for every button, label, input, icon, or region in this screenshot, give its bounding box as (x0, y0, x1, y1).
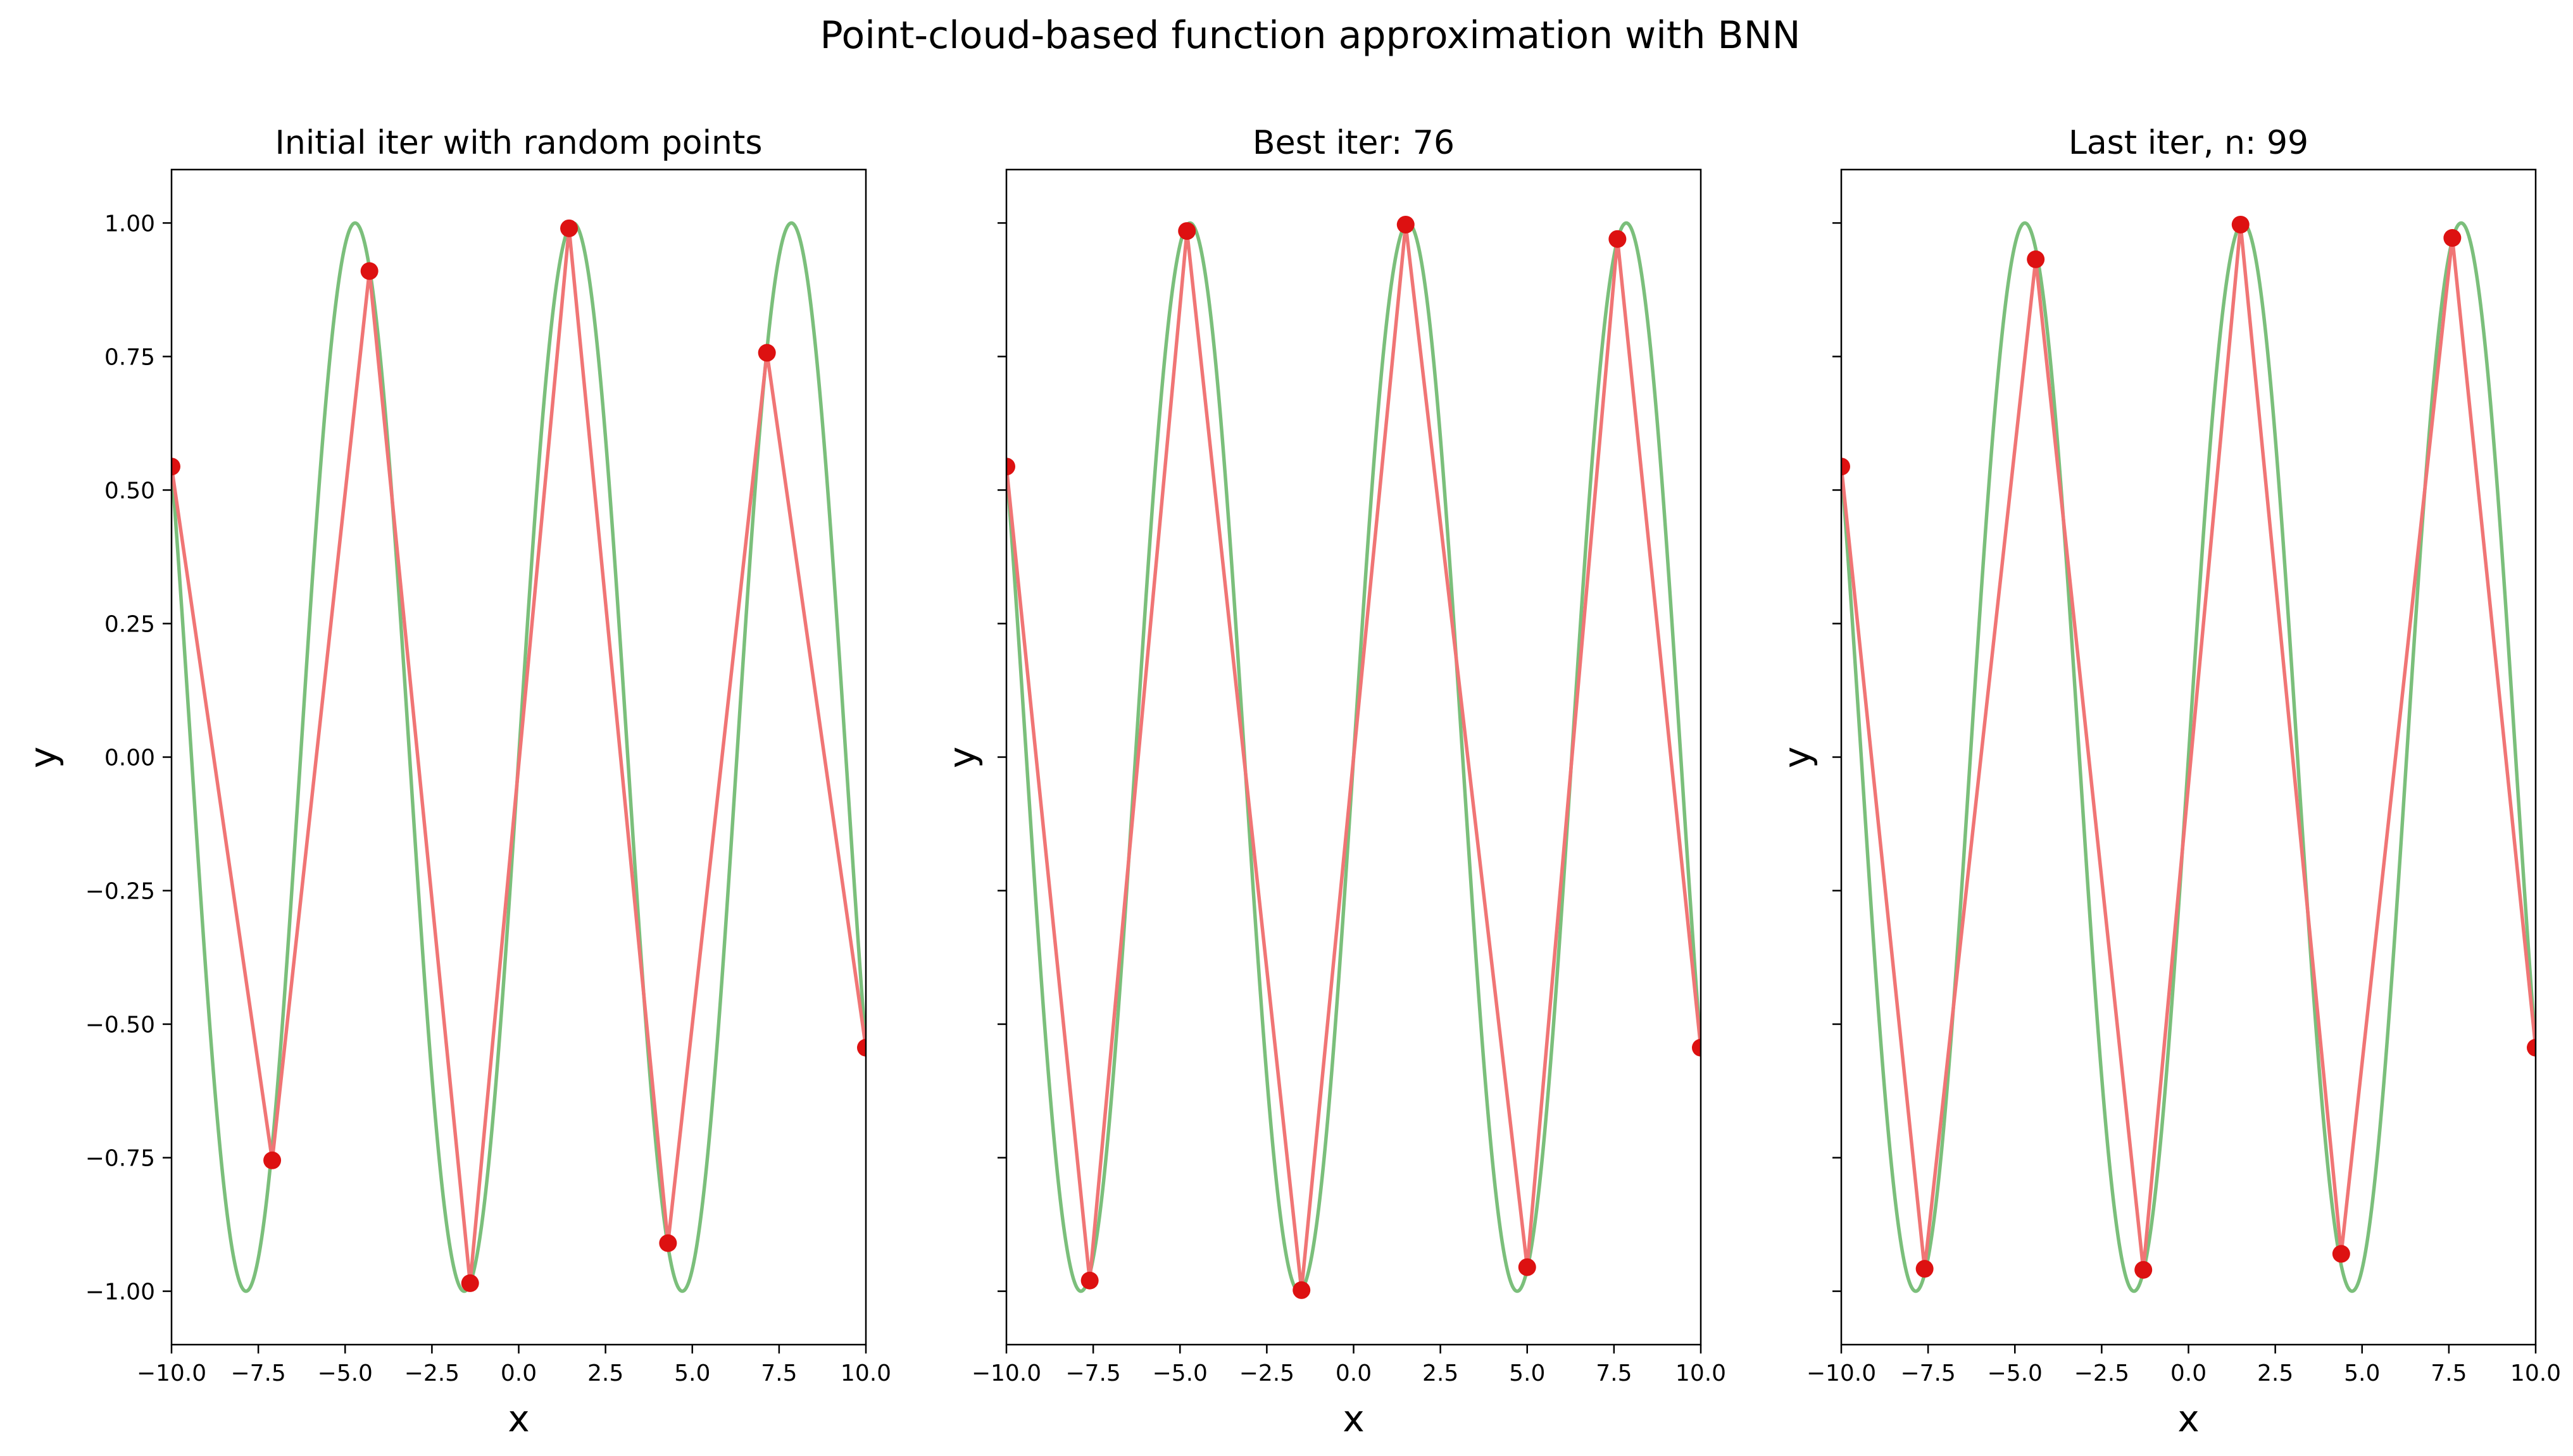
x-tick-label: 7.5 (2431, 1360, 2467, 1386)
sample-point (1006, 457, 1015, 476)
x-axis-label: x (1343, 1397, 1364, 1440)
x-tick-label: −5.0 (1988, 1360, 2043, 1386)
x-tick-label: −10.0 (137, 1360, 206, 1386)
subplot-2: −10.0 −7.5 −5.0 −2.5 0.0 2.5 5.0 7.5 10.0 Best it… (941, 124, 1726, 1440)
x-tick-label: 0.0 (501, 1360, 537, 1386)
sample-point (1915, 1260, 1934, 1278)
x-tick-label: 5.0 (1509, 1360, 1545, 1386)
sample-point (2527, 1038, 2536, 1057)
y-tick-label: 1.00 (104, 211, 155, 237)
x-tick-label: 7.5 (1596, 1360, 1632, 1386)
x-tick-label: 2.5 (587, 1360, 623, 1386)
sample-point (2134, 1260, 2153, 1279)
sample-point (1841, 457, 1850, 476)
sample-point (2332, 1245, 2350, 1263)
sample-point (659, 1234, 677, 1252)
sample-point (2231, 215, 2250, 233)
plot-area (1006, 215, 1701, 1299)
sample-point (1692, 1038, 1701, 1057)
x-tick-label: −2.5 (1239, 1360, 1294, 1386)
sample-point (758, 344, 776, 362)
y-tick-label: −0.75 (85, 1146, 155, 1172)
sample-point (2027, 250, 2045, 268)
x-tick-label: −7.5 (1065, 1360, 1120, 1386)
panels: −10.0 −7.5 −5.0 −2.5 0.0 2.5 5.0 7.5 10.0 −1.00 −0… (22, 124, 2561, 1440)
x-tick-label: 0.0 (1336, 1360, 1372, 1386)
approximation-line (1841, 223, 2536, 1272)
y-axis-label: y (1775, 747, 1819, 768)
x-tick-label: −2.5 (404, 1360, 460, 1386)
x-tick-label: 5.0 (2344, 1360, 2380, 1386)
y-tick-label: 0.75 (104, 344, 155, 370)
sample-point (1293, 1281, 1311, 1299)
subplot-title: Initial iter with random points (275, 124, 763, 162)
sample-point (1178, 222, 1196, 240)
x-tick-label: −10.0 (1806, 1360, 1876, 1386)
approximation-line (1006, 223, 1701, 1292)
x-tick-label: 10.0 (1675, 1360, 1726, 1386)
x-tick-label: 10.0 (2510, 1360, 2561, 1386)
sample-point (1608, 230, 1627, 248)
x-tick-label: −7.5 (230, 1360, 285, 1386)
x-tick-label: 5.0 (674, 1360, 710, 1386)
x-tick-label: −7.5 (1900, 1360, 1955, 1386)
y-tick-label: 0.25 (104, 611, 155, 637)
true-function-line (1841, 221, 2536, 1293)
x-tick-label: 2.5 (2257, 1360, 2293, 1386)
y-tick-label: 0.00 (104, 745, 155, 771)
sample-point (857, 1038, 866, 1057)
y-tick-label: −1.00 (85, 1279, 155, 1305)
y-tick-label: −0.50 (85, 1012, 155, 1038)
plot-area (172, 219, 866, 1293)
x-tick-label: 2.5 (1422, 1360, 1458, 1386)
x-tick-label: −5.0 (318, 1360, 373, 1386)
y-tick-label: −0.25 (85, 879, 155, 905)
sample-point (2443, 229, 2462, 247)
plot-area (1841, 215, 2536, 1293)
y-axis-label: y (22, 747, 65, 768)
sample-point (360, 262, 379, 280)
subplot-3: −10.0 −7.5 −5.0 −2.5 0.0 2.5 5.0 7.5 10.0 Last it… (1775, 124, 2561, 1440)
figure-suptitle: Point-cloud-based function approximation… (820, 13, 1801, 58)
x-axis-label: x (2177, 1397, 2199, 1440)
x-tick-label: −10.0 (972, 1360, 1041, 1386)
x-tick-label: 10.0 (841, 1360, 891, 1386)
sample-point (1518, 1258, 1536, 1276)
x-tick-label: 0.0 (2170, 1360, 2207, 1386)
subplot-title: Last iter, n: 99 (2069, 124, 2308, 162)
sample-point (1080, 1271, 1099, 1290)
sample-point (461, 1274, 479, 1292)
x-tick-label: −2.5 (2074, 1360, 2129, 1386)
sample-point (263, 1151, 282, 1169)
sample-point (172, 457, 180, 476)
x-tick-label: −5.0 (1153, 1360, 1208, 1386)
subplot-title: Best iter: 76 (1253, 124, 1455, 162)
x-axis-label: x (508, 1397, 529, 1440)
sample-point (1396, 215, 1415, 233)
approximation-line (172, 227, 866, 1285)
y-tick-label: 0.50 (104, 478, 155, 504)
x-tick-label: 7.5 (761, 1360, 797, 1386)
subplot-1: −10.0 −7.5 −5.0 −2.5 0.0 2.5 5.0 7.5 10.0 −1.00 −0… (22, 124, 891, 1440)
sample-point (560, 219, 579, 237)
y-axis-label: y (941, 747, 984, 768)
